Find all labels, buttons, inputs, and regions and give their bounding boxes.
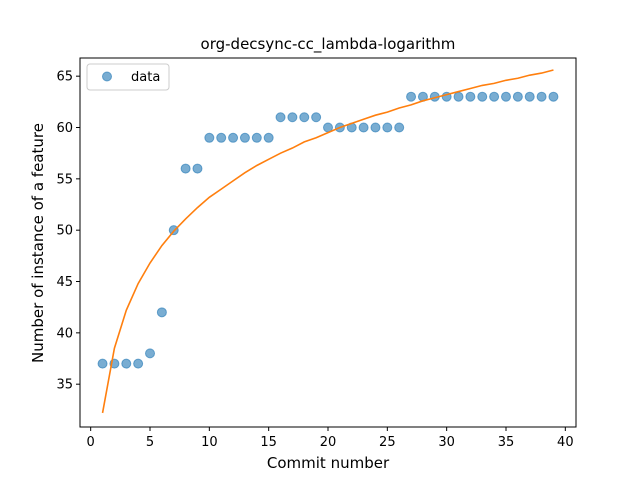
x-tick-label: 0 [87,435,95,450]
data-point [192,163,203,174]
x-axis-title: Commit number [267,454,390,472]
data-point [275,112,286,123]
x-tick-label: 40 [557,435,574,450]
data-point [512,91,523,102]
x-tick-label: 15 [260,435,277,450]
data-point [394,122,405,133]
data-point [156,307,167,318]
x-tick-label: 25 [379,435,396,450]
y-tick-label: 50 [56,224,73,239]
data-point [406,91,417,102]
data-point [263,132,274,143]
data-point [500,91,511,102]
y-tick-label: 45 [56,275,73,290]
legend-label: data [131,70,160,85]
data-point [180,163,191,174]
plot-area [97,69,559,414]
legend-box [86,63,170,91]
legend-marker [102,71,112,82]
y-tick-label: 65 [56,70,73,85]
y-tick-label: 40 [56,326,73,341]
chart-title: org-decsync-cc_lambda-logarithm [201,35,456,54]
data-point [228,132,239,143]
x-tick-label: 10 [201,435,218,450]
data-point [299,112,310,123]
data-point [311,112,322,123]
data-point [536,91,547,102]
data-point [370,122,381,133]
x-tick-label: 5 [146,435,154,450]
x-tick-label: 35 [498,435,515,450]
fit-line [101,69,554,414]
data-point [524,91,535,102]
data-point [216,132,227,143]
data-point [145,348,156,359]
data-point [97,358,108,369]
y-tick-label: 35 [56,378,73,393]
data-point [358,122,369,133]
data-point [489,91,500,102]
x-tick-label: 20 [320,435,337,450]
axes: 0 5 10 15 20 25 30 35 40 35 40 45 50 55 60 65 [56,57,577,450]
y-tick-label: 60 [56,121,73,136]
data-point [121,358,132,369]
data-point [477,91,488,102]
data-point [133,358,144,369]
data-point [239,132,250,143]
x-tick-label: 30 [438,435,455,450]
y-tick-label: 55 [56,172,73,187]
data-point [453,91,464,102]
data-point [548,91,559,102]
data-point [465,91,476,102]
data-point [204,132,215,143]
legend: data [86,63,170,91]
data-point [287,112,298,123]
data-point [382,122,393,133]
data-point [251,132,262,143]
y-axis-title: Number of instance of a feature [29,123,47,363]
